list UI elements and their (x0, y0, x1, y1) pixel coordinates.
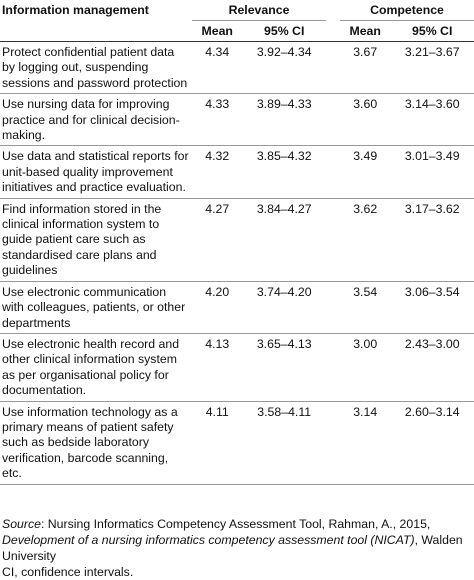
table-row: Use information technology as a primary … (0, 401, 474, 485)
source-end: , Walden University (2, 533, 463, 563)
column-header: 95% CI (242, 20, 326, 42)
value-cell: 4.27 (192, 198, 243, 282)
value-cell: 3.89–4.33 (242, 93, 326, 147)
note: CI, confidence intervals. (2, 565, 134, 579)
value-cell: 4.34 (192, 41, 243, 95)
table-row: Use nursing data for improving practice … (0, 93, 474, 147)
value-cell: 2.43–3.00 (390, 333, 474, 402)
table-row: Protect confidential patient data by log… (0, 41, 474, 95)
item-cell: Use information technology as a primary … (0, 401, 192, 485)
item-cell: Find information stored in the clinical … (0, 198, 192, 282)
value-cell: 3.84–4.27 (242, 198, 326, 282)
value-cell: 3.14 (339, 401, 391, 485)
data-table: Information management Relevance Compete… (0, 0, 474, 485)
source-title: Development of a nursing informatics com… (2, 533, 415, 547)
header-row: Mean 95% CI Mean 95% CI (0, 20, 474, 42)
value-cell: 2.60–3.14 (390, 401, 474, 485)
group-header: Competence (339, 0, 474, 21)
column-header: 95% CI (390, 20, 474, 42)
value-cell: 3.00 (339, 333, 391, 402)
value-cell: 4.32 (192, 145, 243, 199)
value-cell: 3.54 (339, 281, 391, 334)
value-cell: 3.92–4.34 (242, 41, 326, 95)
source-text: : Nursing Informatics Competency Assessm… (40, 517, 431, 531)
value-cell: 4.20 (192, 281, 243, 334)
item-cell: Use data and statistical reports for uni… (0, 145, 192, 199)
category-header: Information management (2, 3, 149, 18)
value-cell: 4.33 (192, 93, 243, 147)
table-row: Use data and statistical reports for uni… (0, 145, 474, 199)
table-row: Use electronic communication with collea… (0, 281, 474, 334)
group-header: Relevance (192, 0, 326, 21)
table-row: Use electronic health record and other c… (0, 333, 474, 402)
value-cell: 3.60 (339, 93, 391, 147)
column-header: Mean (339, 20, 391, 42)
value-cell: 3.62 (339, 198, 391, 282)
item-cell: Use nursing data for improving practice … (0, 93, 192, 147)
source: Source: Nursing Informatics Competency A… (2, 516, 472, 564)
value-cell: 3.58–4.11 (242, 401, 326, 485)
value-cell: 3.14–3.60 (390, 93, 474, 147)
value-cell: 3.21–3.67 (390, 41, 474, 95)
value-cell: 3.06–3.54 (390, 281, 474, 334)
item-cell: Protect confidential patient data by log… (0, 41, 192, 95)
value-cell: 3.17–3.62 (390, 198, 474, 282)
header-row: Information management Relevance Compete… (0, 0, 474, 21)
source-label: Source (2, 517, 41, 531)
table-row: Find information stored in the clinical … (0, 198, 474, 282)
value-cell: 3.67 (339, 41, 391, 95)
value-cell: 3.74–4.20 (242, 281, 326, 334)
value-cell: 3.85–4.32 (242, 145, 326, 199)
value-cell: 3.65–4.13 (242, 333, 326, 402)
value-cell: 3.01–3.49 (390, 145, 474, 199)
value-cell: 4.11 (192, 401, 243, 485)
value-cell: 4.13 (192, 333, 243, 402)
column-header: Mean (192, 20, 243, 42)
item-cell: Use electronic communication with collea… (0, 281, 192, 334)
item-cell: Use electronic health record and other c… (0, 333, 192, 402)
value-cell: 3.49 (339, 145, 391, 199)
footer: Source: Nursing Informatics Competency A… (2, 516, 472, 580)
